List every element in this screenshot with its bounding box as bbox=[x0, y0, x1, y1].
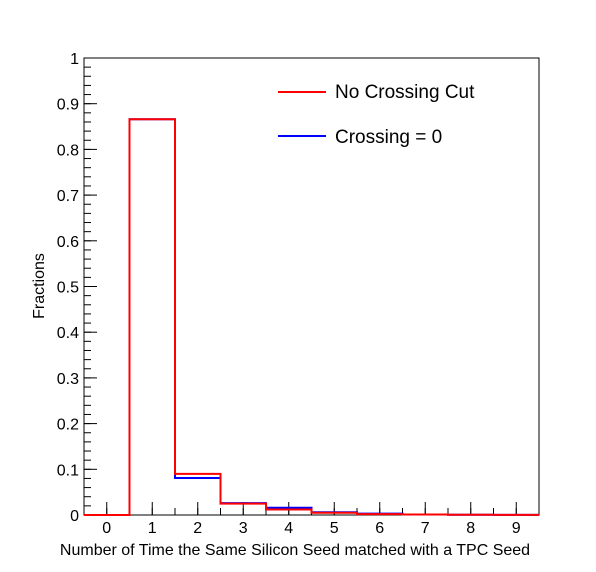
x-tick-label: 1 bbox=[148, 520, 157, 537]
x-tick-label: 4 bbox=[284, 520, 293, 537]
y-tick-label: 0.7 bbox=[57, 188, 79, 205]
x-tick-label: 6 bbox=[375, 520, 384, 537]
legend: No Crossing Cut Crossing = 0 bbox=[278, 82, 475, 148]
series-layer bbox=[84, 118, 539, 516]
plot-frame bbox=[83, 57, 540, 516]
axis-ticks bbox=[83, 57, 540, 516]
y-tick-label: 0.2 bbox=[57, 417, 79, 434]
y-tick-label: 0.3 bbox=[57, 371, 79, 388]
y-tick-label: 0.8 bbox=[57, 142, 79, 159]
y-tick-label: 1 bbox=[70, 51, 79, 68]
y-axis-title: Fractions bbox=[31, 253, 48, 319]
x-tick-label: 9 bbox=[512, 520, 521, 537]
y-tick-label: 0.6 bbox=[57, 234, 79, 251]
y-tick-label: 0 bbox=[70, 508, 79, 525]
y-tick-label: 0.4 bbox=[57, 325, 79, 342]
y-tick-label: 0.5 bbox=[57, 280, 79, 297]
x-tick-label: 7 bbox=[421, 520, 430, 537]
x-tick-label: 0 bbox=[102, 520, 111, 537]
x-axis-title: Number of Time the Same Silicon Seed mat… bbox=[60, 542, 530, 559]
x-tick-label: 5 bbox=[330, 520, 339, 537]
legend-label-no-crossing-cut: No Crossing Cut bbox=[335, 82, 475, 103]
legend-label-crossing-0: Crossing = 0 bbox=[335, 127, 442, 148]
x-tick-label: 2 bbox=[193, 520, 202, 537]
x-tick-label: 3 bbox=[239, 520, 248, 537]
y-tick-label: 0.9 bbox=[57, 97, 79, 114]
series-line-no-crossing-cut bbox=[84, 118, 539, 516]
y-tick-label: 0.1 bbox=[57, 462, 79, 479]
x-tick-label: 8 bbox=[466, 520, 475, 537]
axis-tick-labels: 0 0.1 0.2 0.3 0.4 0.5 0.6 0.7 0.8 0.9 1 0 1 2 3 4 5 6 7 8 9 bbox=[57, 51, 521, 537]
series-line-crossing-0 bbox=[84, 118, 539, 516]
